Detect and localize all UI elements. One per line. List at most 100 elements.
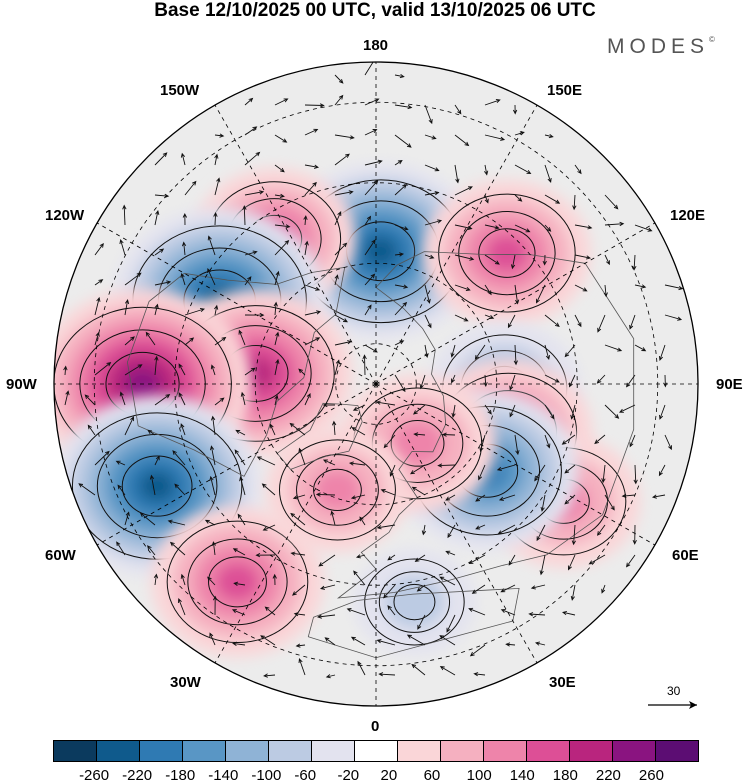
- wind-arrow: [334, 242, 348, 256]
- wind-arrow: [291, 584, 306, 596]
- contour-line: [393, 583, 436, 621]
- wind-arrow: [274, 394, 279, 406]
- wind-arrow: [413, 432, 426, 437]
- colorbar-cell: [484, 741, 527, 761]
- contour-line: [378, 571, 451, 633]
- wind-arrow: [244, 250, 258, 256]
- wind-arrow: [596, 524, 606, 536]
- wind-arrow: [355, 554, 366, 559]
- wind-arrow: [244, 151, 261, 166]
- brand-text: MODES: [607, 35, 710, 58]
- wind-arrow: [325, 674, 336, 679]
- wind-arrow: [424, 191, 440, 196]
- wind-arrow: [94, 279, 104, 286]
- lon-label-150w: 150W: [160, 82, 200, 99]
- wind-arrow: [172, 450, 186, 466]
- wind-arrow: [424, 134, 437, 140]
- wind-arrow: [269, 423, 276, 436]
- wind-arrow: [351, 427, 366, 436]
- wind-arrow: [238, 329, 246, 346]
- colorbar-cell: [226, 741, 269, 761]
- chart-title: Base 12/10/2025 00 UTC, valid 13/10/2025…: [154, 0, 596, 21]
- latitude-circle: [335, 343, 417, 425]
- wind-arrow: [273, 301, 278, 316]
- wind-arrow: [256, 456, 276, 466]
- wind-arrow: [350, 494, 366, 500]
- wind-arrow: [383, 584, 396, 599]
- wind-arrow: [94, 296, 101, 316]
- wind-arrow: [634, 344, 647, 352]
- wind-arrow: [318, 554, 336, 567]
- wind-arrow: [204, 519, 216, 526]
- wind-arrow: [357, 660, 366, 676]
- meridian-line: [96, 222, 377, 385]
- wind-arrow: [184, 307, 205, 316]
- wind-arrow: [663, 374, 668, 388]
- wind-arrow: [411, 663, 426, 676]
- wind-arrow: [124, 416, 135, 436]
- wind-arrow: [411, 486, 426, 496]
- wind-arrow: [625, 374, 636, 388]
- colorbar-tick-label: 180: [552, 767, 578, 784]
- colorbar-tick-label: 60: [423, 767, 441, 784]
- colorbar-cell: [441, 741, 484, 761]
- wind-arrow: [359, 516, 366, 526]
- anomaly-ridge-greenland-contours: [278, 439, 396, 541]
- wind-arrow: [304, 392, 311, 406]
- colorbar-tick-label: -60: [294, 767, 317, 784]
- contour-line: [166, 520, 309, 644]
- wind-arrow: [514, 131, 525, 136]
- colorbar-tick-label: -220: [122, 767, 153, 784]
- wind-arrow: [304, 128, 319, 136]
- wind-arrow: [364, 304, 372, 316]
- wind-arrow: [508, 554, 516, 566]
- wind-arrow: [240, 391, 246, 406]
- wind-arrow: [571, 524, 576, 546]
- meridian-line: [375, 104, 538, 385]
- wind-arrow: [509, 374, 516, 391]
- wind-arrow: [454, 164, 460, 184]
- wind-arrow: [289, 422, 306, 436]
- wind-arrow: [451, 404, 456, 418]
- wind-arrow: [394, 224, 409, 231]
- meridian-line: [375, 383, 538, 664]
- wind-arrow: [416, 584, 426, 592]
- wind-arrow: [209, 475, 216, 496]
- wind-arrow: [315, 492, 336, 497]
- wind-arrow: [604, 254, 610, 266]
- wind-arrow: [207, 268, 216, 286]
- wind-arrow: [629, 314, 636, 330]
- wind-arrow: [544, 374, 560, 383]
- colorbar-tick-label: 260: [638, 767, 664, 784]
- wind-arrow: [544, 404, 555, 420]
- colorbar-tick-label: -100: [251, 767, 282, 784]
- wind-arrow: [471, 584, 486, 594]
- wind-arrow: [394, 374, 406, 393]
- wind-arrow: [290, 512, 306, 526]
- wind-arrow: [63, 365, 68, 376]
- wind-arrow: [424, 314, 432, 329]
- contour-line: [390, 420, 445, 467]
- wind-arrow: [569, 374, 576, 388]
- wind-arrow: [331, 420, 337, 436]
- anomaly-trough-europe: [353, 548, 476, 656]
- wind-arrow: [244, 367, 256, 376]
- wind-arrow: [378, 672, 396, 677]
- wind-arrow: [210, 415, 216, 436]
- wind-arrow: [509, 404, 516, 418]
- wind-arrow: [424, 164, 440, 172]
- wind-arrow: [468, 554, 486, 564]
- wind-arrow: [237, 513, 246, 526]
- wind-arrow: [375, 400, 396, 406]
- wind-arrow: [274, 193, 285, 199]
- wind-arrow: [484, 194, 489, 204]
- wind-arrow: [451, 374, 456, 384]
- wind-arrow: [207, 576, 216, 586]
- wind-arrow: [570, 584, 576, 601]
- wind-arrow: [536, 524, 546, 542]
- wind-arrow: [124, 511, 130, 526]
- wind-arrow: [334, 190, 354, 196]
- wind-arrow: [214, 133, 225, 138]
- wind-arrow: [544, 164, 552, 183]
- wind-arrow: [387, 605, 396, 616]
